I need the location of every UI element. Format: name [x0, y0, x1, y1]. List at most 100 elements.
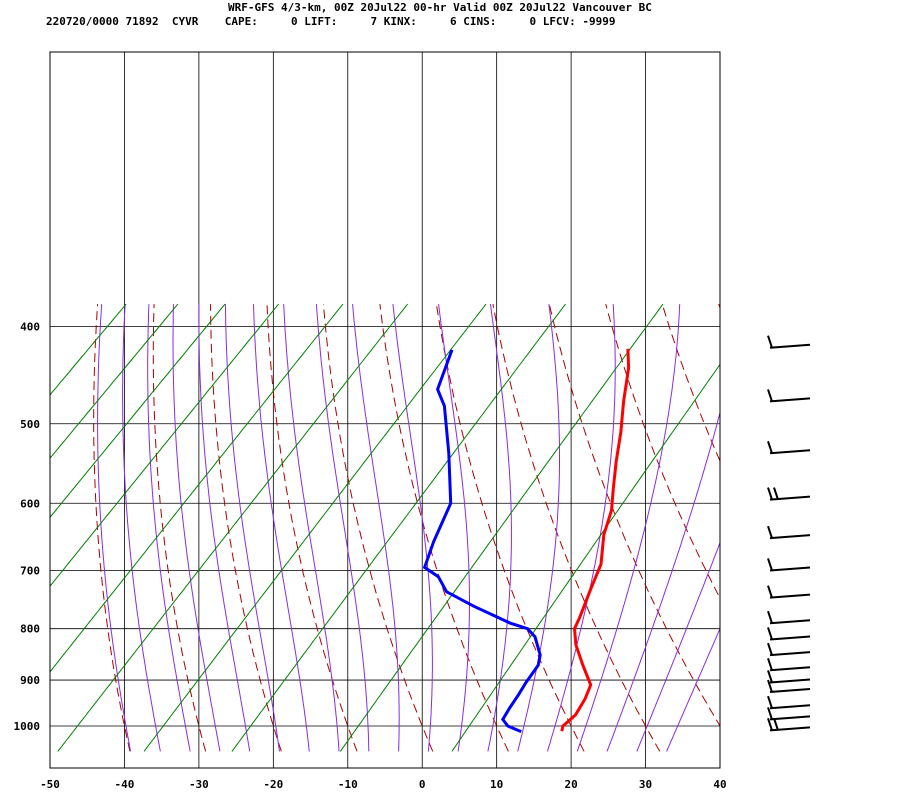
mixing-ratio-line — [339, 303, 664, 752]
moist-adiabat — [97, 304, 132, 752]
wind-barb — [767, 487, 811, 501]
wind-barb — [767, 525, 811, 540]
wind-barb — [767, 707, 811, 721]
dry-adiabat — [210, 304, 282, 752]
wind-barb-staff — [769, 534, 811, 540]
wind-barb-flag — [767, 585, 773, 598]
x-tick-label: -40 — [115, 778, 135, 791]
dry-adiabat — [93, 304, 131, 752]
y-tick-label: 800 — [20, 623, 40, 636]
y-tick-labels: 400 500 600 700 800 900 1000 — [14, 320, 41, 733]
wind-barb — [767, 627, 811, 641]
dry-adiabat — [832, 304, 900, 751]
wind-barb — [767, 657, 811, 672]
y-tick-label: 500 — [20, 418, 40, 431]
wind-barb-staff — [769, 726, 811, 732]
dry-adiabat — [548, 303, 720, 727]
moist-adiabat — [315, 304, 370, 752]
y-tick-label: 900 — [20, 674, 40, 687]
x-tick-label: 40 — [713, 778, 726, 791]
wind-barb — [767, 718, 811, 732]
mixing-ratio-line — [50, 303, 127, 396]
wind-barb-flag — [767, 389, 773, 402]
moist-adiabat — [224, 304, 280, 752]
wind-barb-staff — [769, 619, 811, 625]
dry-adiabat — [492, 304, 661, 752]
x-tick-label: -10 — [338, 778, 358, 791]
mixing-ratio-line — [231, 303, 566, 752]
moist-adiabat — [283, 304, 340, 752]
wind-barb-staff — [769, 397, 811, 403]
mixing-ratio-line — [50, 303, 179, 459]
wind-barb-flag — [773, 487, 779, 500]
mixing-ratio-line — [143, 303, 487, 752]
moist-adiabat — [198, 304, 251, 752]
moist-adiabat — [606, 410, 720, 752]
grid — [49, 52, 721, 768]
wind-barb-staff — [769, 666, 811, 672]
mixing-ratio-line — [50, 303, 226, 519]
moist-adiabat — [352, 304, 400, 752]
mixing-ratio-line — [451, 363, 720, 752]
moist-adiabat — [517, 304, 560, 752]
wind-barb-staff — [769, 688, 811, 694]
moist-adiabat — [547, 304, 616, 752]
x-tick-label: -50 — [40, 778, 60, 791]
wind-barb-staff — [769, 593, 811, 599]
wind-barb-staff — [769, 678, 811, 684]
wind-barb-staff — [769, 651, 811, 657]
x-tick-label: -30 — [189, 778, 209, 791]
wind-barb — [767, 440, 811, 455]
wind-barb-staff — [769, 495, 811, 501]
mixing-ratio-line — [50, 303, 344, 673]
wind-barb — [767, 670, 811, 684]
x-tick-label: -20 — [263, 778, 283, 791]
wind-barbs — [767, 335, 811, 732]
y-tick-label: 400 — [20, 320, 40, 333]
moist-adiabat — [438, 304, 470, 752]
x-tick-label: 20 — [564, 778, 577, 791]
wind-barb-flag — [767, 487, 773, 500]
moist-adiabat — [253, 304, 310, 752]
sounding-lines — [422, 348, 631, 733]
dry-adiabat — [661, 303, 720, 463]
wind-barb — [767, 642, 811, 657]
moist-adiabat — [392, 304, 433, 752]
temperature-profile — [560, 348, 631, 732]
dry-adiabat — [605, 303, 720, 600]
wind-barb-flag — [767, 440, 773, 454]
dry-adiabat — [888, 304, 900, 751]
x-tick-label: 30 — [639, 778, 652, 791]
wind-barb-flag — [767, 718, 773, 731]
wind-barb-flag — [767, 525, 773, 539]
wind-barb-flag — [767, 670, 773, 683]
wind-barb-flag — [767, 642, 773, 656]
y-tick-label: 700 — [20, 564, 40, 577]
wind-barb — [767, 558, 811, 572]
moist-adiabat — [636, 541, 720, 752]
mixing-ratio-line — [57, 303, 408, 752]
x-tick-label: 10 — [490, 778, 503, 791]
wind-barb-staff — [769, 449, 811, 455]
chart-title: WRF-GFS 4/3-km, 00Z 20Jul22 00-hr Valid … — [228, 1, 652, 14]
moist-adiabat — [487, 304, 512, 752]
wind-barb-flag — [767, 558, 773, 571]
wind-barb — [767, 389, 811, 403]
moist-adiabat — [122, 304, 161, 752]
wind-barb-staff — [769, 715, 811, 721]
wind-barb-staff — [769, 704, 811, 710]
wind-barb-flag — [767, 335, 773, 349]
y-tick-label: 600 — [20, 497, 40, 510]
moist-adiabat — [666, 627, 720, 752]
x-tick-label: 0 — [419, 778, 426, 791]
y-tick-label: 1000 — [14, 720, 41, 733]
x-tick-labels: -50 -40 -30 -20 -10 0 10 20 30 40 — [40, 778, 727, 791]
moist-adiabat — [576, 304, 681, 752]
wind-barb-flag — [767, 679, 773, 693]
wind-barb — [767, 610, 811, 625]
station-info: 220720/0000 71892 CYVR CAPE: 0 LIFT: 7 K… — [46, 15, 616, 28]
dewpoint-profile — [422, 349, 542, 733]
wind-barb-flag — [767, 610, 773, 624]
wind-barb-flag — [767, 695, 773, 709]
